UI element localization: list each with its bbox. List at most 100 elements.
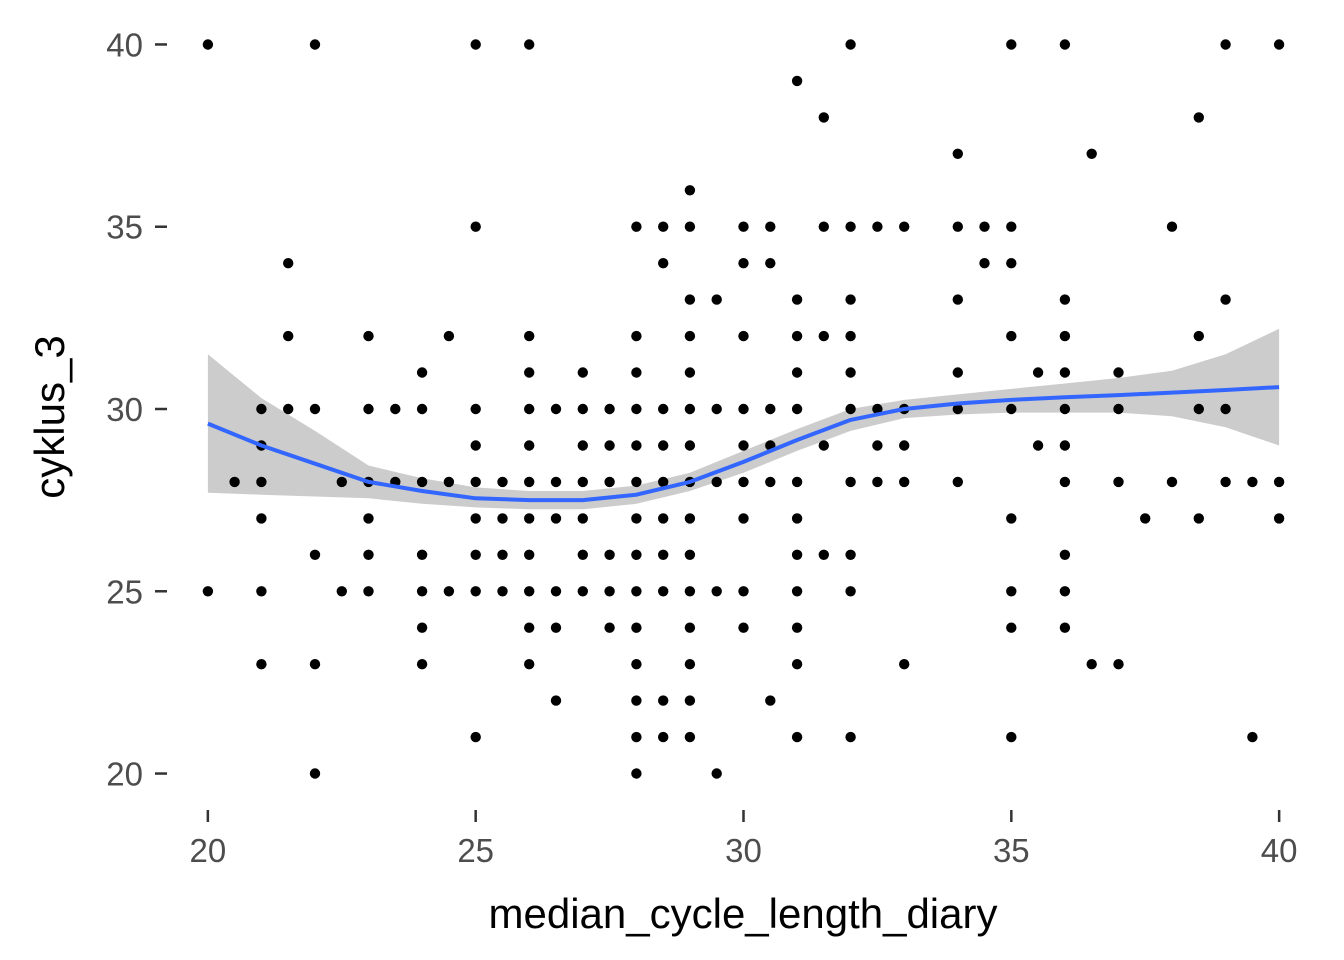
data-point	[577, 549, 588, 560]
data-point	[1220, 39, 1231, 50]
data-point	[1006, 258, 1017, 269]
y-axis: 20 25 30 35 40	[106, 26, 167, 793]
data-point	[550, 403, 562, 415]
x-tick-label: 40	[1261, 832, 1298, 869]
data-point	[256, 659, 267, 670]
data-point	[1140, 513, 1151, 524]
data-point	[658, 513, 669, 524]
data-point	[684, 367, 696, 378]
data-point	[899, 221, 910, 232]
data-point	[443, 330, 455, 342]
data-point	[684, 513, 696, 524]
data-point	[577, 476, 588, 488]
data-point	[1006, 513, 1017, 524]
data-point	[363, 403, 374, 415]
data-point	[684, 731, 696, 743]
data-point	[1086, 659, 1097, 670]
data-point	[765, 403, 776, 415]
data-point	[631, 731, 642, 743]
data-point	[791, 586, 803, 597]
x-tick-label: 25	[457, 832, 494, 869]
data-point	[1059, 440, 1071, 451]
data-point	[416, 367, 428, 378]
data-point	[1220, 403, 1231, 415]
data-point	[202, 586, 214, 597]
data-point	[443, 476, 455, 488]
data-point	[1059, 476, 1071, 488]
data-point	[631, 440, 642, 451]
data-point	[711, 586, 722, 597]
data-point	[604, 403, 615, 415]
data-point	[791, 403, 803, 415]
data-point	[524, 622, 535, 633]
data-point	[336, 476, 347, 488]
data-point	[443, 586, 455, 597]
data-point	[791, 294, 803, 305]
data-point	[684, 659, 696, 670]
data-point	[1193, 513, 1205, 524]
data-point	[309, 403, 321, 415]
data-point	[497, 586, 508, 597]
data-point	[1086, 148, 1097, 159]
data-point	[658, 221, 669, 232]
y-tick-label: 20	[106, 756, 143, 793]
data-point	[470, 549, 481, 560]
data-point	[684, 403, 696, 415]
data-point	[872, 440, 883, 451]
data-point	[604, 549, 615, 560]
data-point	[791, 622, 803, 633]
data-point	[711, 294, 722, 305]
data-point	[256, 513, 267, 524]
data-point	[470, 586, 481, 597]
data-point	[818, 440, 829, 451]
data-point	[1059, 330, 1071, 342]
data-point	[738, 513, 749, 524]
data-point	[791, 367, 803, 378]
data-point	[684, 185, 696, 196]
data-point	[1006, 221, 1017, 232]
data-point	[363, 549, 374, 560]
data-point	[1006, 622, 1017, 633]
data-point	[872, 221, 883, 232]
data-point	[791, 330, 803, 342]
data-point	[658, 586, 669, 597]
data-point	[497, 513, 508, 524]
data-point	[1166, 476, 1178, 488]
data-point	[791, 659, 803, 670]
y-tick-label: 30	[106, 391, 143, 428]
data-point	[738, 403, 749, 415]
data-point	[684, 695, 696, 706]
data-point	[979, 221, 990, 232]
data-point	[818, 112, 829, 123]
data-point	[470, 39, 481, 50]
data-point	[631, 476, 642, 488]
data-point	[738, 330, 749, 342]
data-point	[416, 476, 428, 488]
data-point	[631, 549, 642, 560]
data-point	[845, 549, 856, 560]
y-tick-label: 25	[106, 573, 143, 610]
data-point	[845, 367, 856, 378]
data-point	[1273, 513, 1285, 524]
data-point	[845, 476, 856, 488]
data-point	[791, 549, 803, 560]
data-point	[1032, 440, 1044, 451]
data-point	[684, 294, 696, 305]
data-point	[1059, 367, 1071, 378]
data-point	[631, 768, 642, 779]
y-tick-label: 40	[106, 26, 143, 63]
data-point	[872, 403, 883, 415]
data-point	[1273, 39, 1285, 50]
data-point	[1166, 221, 1178, 232]
data-point	[845, 39, 856, 50]
data-point	[952, 367, 963, 378]
data-point	[309, 659, 321, 670]
data-point	[1006, 330, 1017, 342]
data-point	[818, 221, 829, 232]
data-point	[1059, 39, 1071, 50]
data-point	[470, 731, 481, 743]
data-point	[202, 39, 214, 50]
data-point	[1059, 622, 1071, 633]
x-tick-label: 35	[993, 832, 1030, 869]
data-point	[845, 403, 856, 415]
